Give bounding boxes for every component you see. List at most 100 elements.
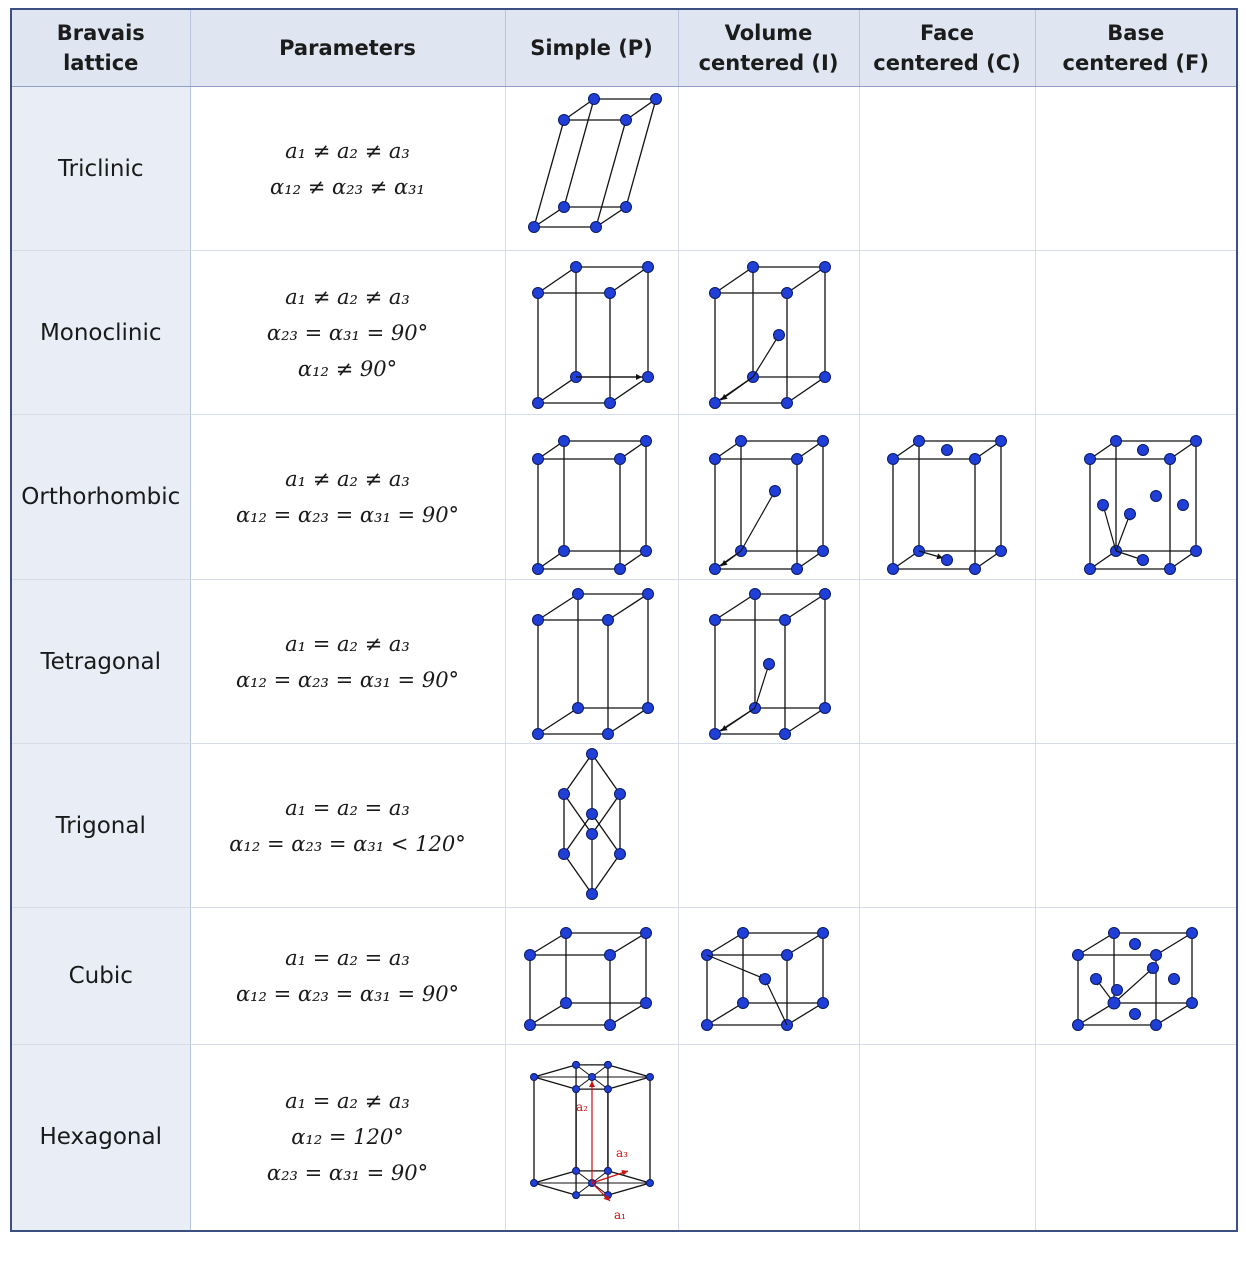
params-orthorhombic: a₁ ≠ a₂ ≠ a₃ α₁₂ = α₂₃ = α₃₁ = 90° bbox=[189, 414, 506, 580]
tetragonal-simple-lattice-diagram bbox=[531, 587, 654, 740]
lattice-edge bbox=[533, 1170, 576, 1184]
row-triclinic: Triclinic a₁ ≠ a₂ ≠ a₃ α₁₂ ≠ α₂₃ ≠ α₃₁ bbox=[10, 86, 1238, 251]
cell-cubic-simple bbox=[504, 907, 679, 1045]
lattice-atom bbox=[619, 200, 632, 213]
lattice-edge bbox=[609, 375, 648, 404]
lattice-atom bbox=[887, 563, 899, 575]
cubic-simple-lattice-diagram bbox=[523, 927, 652, 1031]
lattice-atom bbox=[1189, 435, 1202, 447]
lattice-atom bbox=[1146, 962, 1159, 974]
hexagonal-simple-lattice-diagram: a₁ a₂ a₃ bbox=[529, 1061, 654, 1222]
lattice-edge bbox=[594, 119, 627, 227]
params-trigonal: a₁ = a₂ = a₃ α₁₂ = α₂₃ = α₃₁ < 120° bbox=[189, 743, 506, 908]
lattice-atom bbox=[585, 827, 598, 840]
lattice-atom bbox=[603, 1061, 612, 1070]
lattice-vector bbox=[706, 954, 765, 980]
lattice-atom bbox=[780, 396, 793, 409]
cell-triclinic-face-centered bbox=[858, 86, 1036, 251]
lattice-edge bbox=[706, 1002, 743, 1026]
lattice-atom bbox=[746, 260, 759, 273]
cubic-face-centered-lattice-diagram bbox=[1071, 927, 1198, 1031]
row-cubic: Cubic a₁ = a₂ = a₃ α₁₂ = α₂₃ = α₃₁ = 90° bbox=[10, 907, 1238, 1045]
lattice-atom bbox=[571, 1167, 580, 1176]
lattice-atom bbox=[569, 260, 582, 273]
lattice-atom bbox=[559, 927, 572, 939]
lattice-atom bbox=[639, 545, 652, 557]
lattice-atom bbox=[613, 453, 626, 465]
lattice-atom bbox=[641, 701, 654, 714]
cell-triclinic-base-centered bbox=[1034, 86, 1238, 251]
lattice-edge bbox=[537, 265, 576, 294]
lattice-edge bbox=[784, 592, 825, 621]
lattice-atom bbox=[790, 453, 803, 465]
cell-trigonal-volume-centered bbox=[677, 743, 860, 908]
lattice-atom bbox=[969, 563, 981, 575]
cell-triclinic-simple bbox=[504, 86, 679, 251]
lattice-atom bbox=[645, 1073, 654, 1082]
triclinic-simple-lattice-diagram bbox=[527, 92, 662, 233]
params-cubic: a₁ = a₂ = a₃ α₁₂ = α₂₃ = α₃₁ = 90° bbox=[189, 907, 506, 1045]
orthorhombic-simple-lattice-diagram bbox=[531, 435, 652, 575]
header-base-centered: Base centered (F) bbox=[1034, 8, 1238, 87]
lattice-atom bbox=[603, 949, 616, 961]
param-line: α₁₂ = α₂₃ = α₃₁ = 90° bbox=[235, 667, 460, 692]
lattice-edge bbox=[529, 932, 566, 956]
lattice-atom bbox=[734, 435, 747, 447]
row-orthorhombic: Orthorhombic a₁ ≠ a₂ ≠ a₃ α₁₂ = α₂₃ = α₃… bbox=[10, 414, 1238, 580]
lattice-atom bbox=[778, 613, 791, 626]
header-simple: Simple (P) bbox=[504, 8, 679, 87]
lattice-edge bbox=[533, 1064, 576, 1078]
cubic-body-centered-lattice-diagram bbox=[700, 927, 829, 1031]
row-tetragonal: Tetragonal a₁ = a₂ ≠ a₃ α₁₂ = α₂₃ = α₃₁ … bbox=[10, 579, 1238, 744]
lattice-atom bbox=[1176, 499, 1189, 511]
row-monoclinic: Monoclinic a₁ ≠ a₂ ≠ a₃ α₂₃ = α₃₁ = 90° … bbox=[10, 250, 1238, 415]
lattice-edge bbox=[607, 1182, 650, 1196]
lattice-edge bbox=[562, 813, 593, 854]
lattice-atom bbox=[790, 563, 803, 575]
lattice-atom bbox=[700, 1019, 713, 1031]
lattice-name-trigonal: Trigonal bbox=[10, 743, 191, 908]
lattice-atom bbox=[1128, 1008, 1141, 1020]
params-monoclinic: a₁ ≠ a₂ ≠ a₃ α₂₃ = α₃₁ = 90° α₁₂ ≠ 90° bbox=[189, 250, 506, 415]
header-parameters: Parameters bbox=[189, 8, 506, 87]
lattice-edge bbox=[786, 265, 825, 294]
lattice-atom bbox=[601, 727, 614, 740]
param-line: a₁ ≠ a₂ ≠ a₃ bbox=[285, 467, 410, 491]
lattice-edge bbox=[1077, 1002, 1115, 1026]
param-line: α₁₂ ≠ α₂₃ ≠ α₃₁ bbox=[270, 174, 425, 199]
cell-hexagonal-face-centered bbox=[858, 1044, 1036, 1231]
lattice-edge bbox=[607, 1064, 650, 1078]
lattice-atom bbox=[641, 587, 654, 600]
vector-arrowhead bbox=[936, 553, 943, 560]
lattice-edge bbox=[1155, 932, 1193, 956]
lattice-atom bbox=[557, 847, 570, 860]
lattice-atom bbox=[1136, 554, 1149, 566]
lattice-name-triclinic: Triclinic bbox=[10, 86, 191, 251]
cell-monoclinic-simple bbox=[504, 250, 679, 415]
lattice-atom bbox=[613, 563, 626, 575]
lattice-atom bbox=[613, 787, 626, 800]
lattice-edge bbox=[607, 592, 648, 621]
lattice-atom bbox=[1083, 563, 1096, 575]
header-row: Bravais lattice Parameters Simple (P) Vo… bbox=[10, 8, 1238, 87]
lattice-edge bbox=[533, 1182, 576, 1196]
lattice-atom bbox=[641, 260, 654, 273]
lattice-atom bbox=[571, 1191, 580, 1200]
param-line: a₁ ≠ a₂ ≠ a₃ bbox=[285, 138, 410, 163]
lattice-atom bbox=[1128, 938, 1141, 950]
axis-label-a2: a₂ bbox=[576, 1100, 588, 1114]
param-line: α₂₃ = α₃₁ = 90° bbox=[266, 1161, 429, 1186]
header-face-centered: Face centered (C) bbox=[858, 8, 1036, 87]
param-line: α₁₂ = α₂₃ = α₃₁ < 120° bbox=[229, 831, 466, 856]
lattice-atom bbox=[587, 92, 600, 105]
monoclinic-simple-lattice-diagram bbox=[531, 260, 654, 409]
lattice-atom bbox=[1071, 949, 1084, 961]
lattice-atom bbox=[603, 286, 616, 299]
lattice-atom bbox=[639, 927, 652, 939]
lattice-atom bbox=[1149, 949, 1162, 961]
cell-monoclinic-face-centered bbox=[858, 250, 1036, 415]
lattice-edge bbox=[537, 375, 576, 404]
lattice-atom bbox=[708, 286, 721, 299]
params-triclinic: a₁ ≠ a₂ ≠ a₃ α₁₂ ≠ α₂₃ ≠ α₃₁ bbox=[189, 86, 506, 251]
lattice-atom bbox=[818, 587, 831, 600]
